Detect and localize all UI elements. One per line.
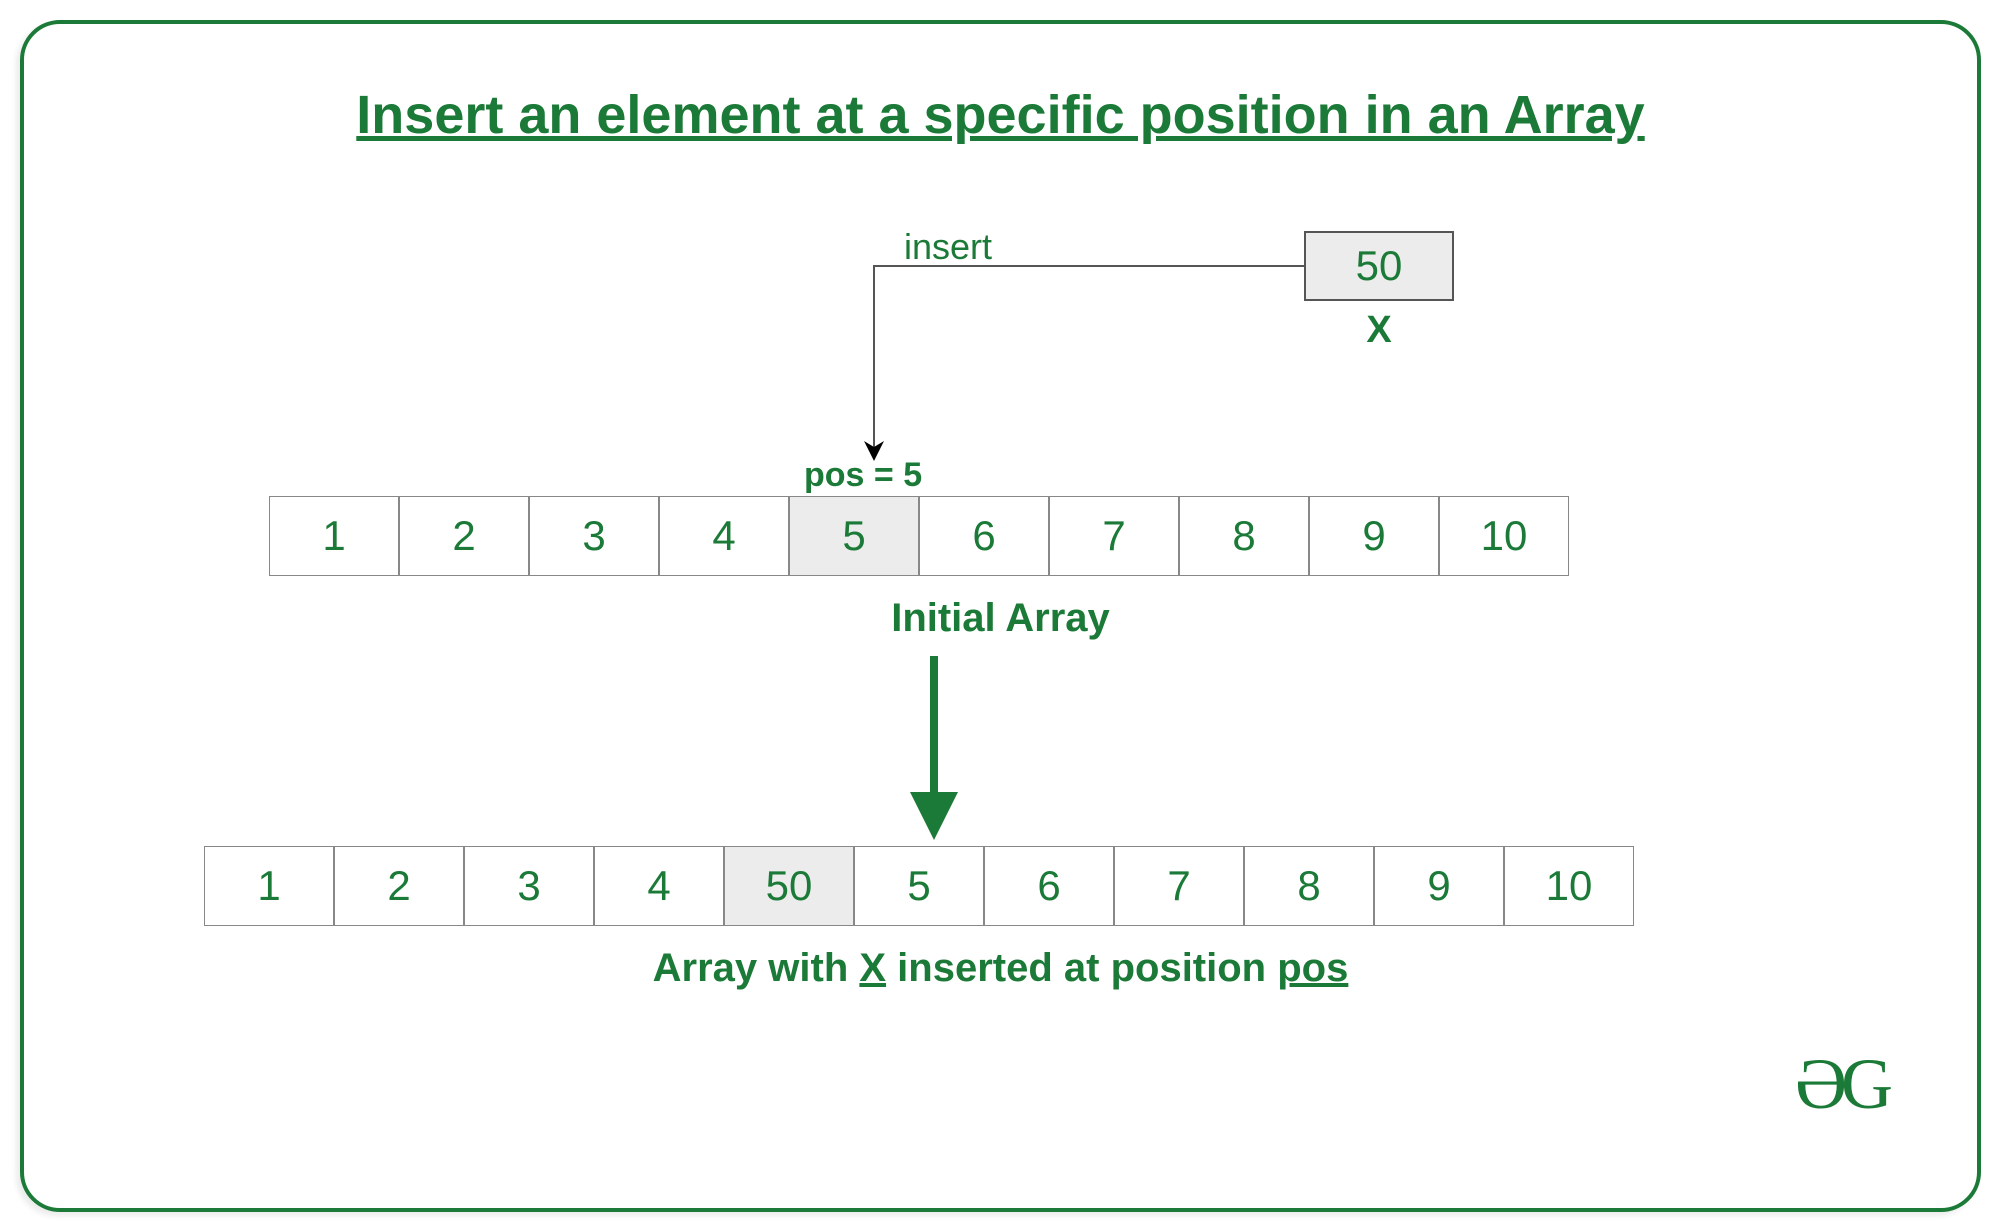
array-cell: 4 bbox=[594, 846, 724, 926]
result-array-row: 1234505678910 bbox=[204, 846, 1634, 926]
diagram-frame: Insert an element at a specific position… bbox=[20, 20, 1981, 1212]
array-cell: 1 bbox=[204, 846, 334, 926]
gfg-logo: ƏG bbox=[1795, 1043, 1887, 1126]
result-caption-prefix: Array with bbox=[653, 946, 860, 990]
array-cell: 8 bbox=[1244, 846, 1374, 926]
array-cell: 2 bbox=[334, 846, 464, 926]
array-cell: 6 bbox=[984, 846, 1114, 926]
result-caption-pos: pos bbox=[1277, 946, 1348, 990]
array-cell: 5 bbox=[854, 846, 984, 926]
array-cell: 7 bbox=[1114, 846, 1244, 926]
diagram-canvas: insert 50 X pos = 5 12345678910 Initial … bbox=[84, 146, 1917, 1146]
result-caption-mid: inserted at position bbox=[886, 946, 1277, 990]
result-array-caption: Array with X inserted at position pos bbox=[84, 946, 1917, 991]
result-caption-x: X bbox=[859, 946, 886, 990]
array-cell: 10 bbox=[1504, 846, 1634, 926]
page-title: Insert an element at a specific position… bbox=[84, 84, 1917, 146]
array-cell: 9 bbox=[1374, 846, 1504, 926]
array-cell: 3 bbox=[464, 846, 594, 926]
array-cell: 50 bbox=[724, 846, 854, 926]
